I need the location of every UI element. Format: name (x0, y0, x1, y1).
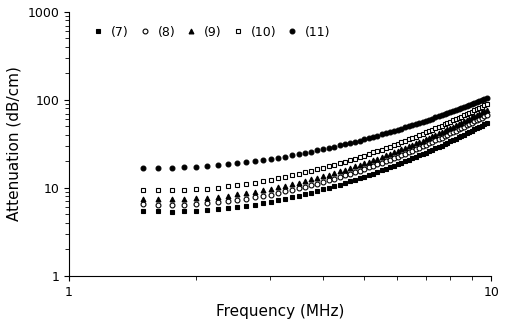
(7) (308, 191, 314, 195)
Line: (10): (10) (141, 101, 489, 193)
(9) (181, 197, 187, 201)
Line: (9): (9) (141, 107, 489, 202)
(7) (471, 127, 477, 131)
(8) (308, 183, 314, 187)
(8) (164, 203, 170, 207)
Legend: (7), (8), (9), (10), (11): (7), (8), (9), (10), (11) (84, 21, 335, 44)
(11) (181, 166, 187, 170)
(9) (471, 114, 477, 118)
(10) (160, 188, 166, 192)
(7) (196, 209, 203, 213)
(9) (308, 177, 314, 181)
(11) (272, 156, 278, 160)
(7) (140, 209, 146, 213)
(7) (272, 199, 278, 203)
(7) (483, 121, 489, 125)
(7) (476, 125, 482, 128)
(8) (272, 192, 278, 196)
(11) (140, 166, 146, 170)
(10) (181, 188, 187, 192)
(10) (471, 108, 477, 112)
(11) (471, 101, 477, 105)
(11) (308, 150, 314, 154)
(9) (476, 111, 482, 115)
(10) (308, 169, 314, 173)
(11) (196, 165, 203, 169)
Line: (11): (11) (141, 96, 489, 170)
(10) (196, 187, 203, 191)
(9) (483, 108, 489, 111)
(8) (483, 113, 489, 117)
(10) (272, 177, 278, 181)
X-axis label: Frequency (MHz): Frequency (MHz) (216, 304, 343, 319)
(9) (164, 198, 170, 201)
(8) (140, 202, 146, 206)
(9) (272, 186, 278, 190)
(11) (483, 96, 489, 100)
(8) (471, 119, 477, 123)
(8) (476, 116, 482, 120)
(7) (181, 209, 187, 213)
(10) (483, 102, 489, 106)
(10) (140, 188, 146, 192)
Line: (8): (8) (141, 112, 489, 207)
(8) (196, 202, 203, 206)
(10) (476, 106, 482, 110)
(7) (168, 210, 174, 214)
(11) (476, 99, 482, 103)
(9) (196, 196, 203, 200)
(9) (140, 197, 146, 201)
(8) (181, 203, 187, 207)
(11) (160, 166, 166, 170)
Line: (7): (7) (141, 120, 489, 214)
Y-axis label: Attenuation (dB/cm): Attenuation (dB/cm) (7, 67, 22, 221)
